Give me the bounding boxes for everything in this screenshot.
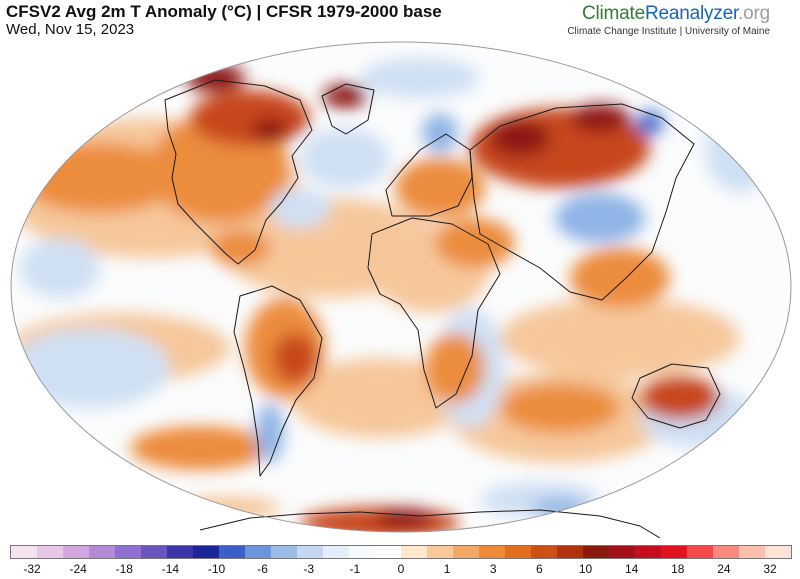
colorbar-swatch [453,546,479,558]
colorbar-swatch [141,546,167,558]
anomaly-patch [532,498,588,518]
colorbar-tick-label: -10 [207,562,226,576]
colorbar-swatch [479,546,505,558]
anomaly-patch [252,118,288,142]
colorbar-swatch [635,546,661,558]
anomaly-patch [500,298,740,378]
colorbar-tick-label: -6 [257,562,268,576]
colorbar-tick-label: 14 [624,562,639,576]
colorbar-swatch [557,546,583,558]
colorbar-swatch [11,546,37,558]
colorbar-swatch [609,546,635,558]
anomaly-patch [490,120,550,156]
colorbar-swatch [271,546,297,558]
colorbar-tick-label: 0 [397,562,405,576]
anomaly-patch [185,64,245,92]
anomaly-patch [256,403,284,463]
colorbar-tick-label: 1 [443,562,451,576]
colorbar-tick-label: -32 [23,562,41,576]
colorbar-swatch [219,546,245,558]
colorbar-swatch [531,546,557,558]
coastline-europe [385,133,473,217]
colorbar-swatch [37,546,63,558]
map-date: Wed, Nov 15, 2023 [6,21,135,38]
brand-name-domain: .org [738,3,770,24]
anomaly-patch [11,328,170,408]
colorbar-tick-label: 24 [717,562,731,576]
colorbar-swatch [349,546,375,558]
colorbar-tick-label: -24 [69,562,87,576]
anomaly-patch [300,128,390,188]
anomaly-patch [375,508,435,528]
colorbar-swatch [323,546,349,558]
colorbar-swatch [193,546,219,558]
colorbar-tick-label: 10 [578,562,593,576]
anomaly-patch [500,383,620,433]
colorbar-scale [10,545,792,559]
brand-logo[interactable]: ClimateReanalyzer.org [582,3,770,25]
colorbar-swatch [401,546,427,558]
map-title: CFSV2 Avg 2m T Anomaly (°C) | CFSR 1979-… [6,2,442,21]
colorbar-tick-label: -14 [161,562,180,576]
anomaly-patch [270,188,330,228]
colorbar-swatch [89,546,115,558]
colorbar-tick-label: 6 [536,562,543,576]
brand-name-reanalyzer: Reanalyzer [644,3,739,24]
anomaly-patch [705,103,775,193]
temperature-anomaly-map [10,41,792,538]
colorbar-swatch [739,546,765,558]
colorbar-swatch [583,546,609,558]
colorbar-swatch [661,546,687,558]
map-fill-layer [11,42,791,532]
colorbar-ticks: -32 -24 -18 -14 -10 -6 -3 -1 0 1 3 6 10 14 18 24 32 [10,562,792,578]
colorbar-tick-label: 18 [671,562,685,576]
brand-name-climate: Climate [581,3,645,24]
coastline-south-america [233,285,323,477]
colorbar-swatch [375,546,401,558]
anomaly-patch [422,113,458,153]
colorbar-tick-label: -18 [115,562,133,576]
coastline-north-america [164,79,313,265]
map-border [10,41,792,533]
colorbar-swatch [63,546,89,558]
coastline-antarctica [199,509,661,538]
colorbar-swatch [245,546,271,558]
colorbar-swatch [505,546,531,558]
anomaly-patch [130,426,270,470]
anomaly-patch [555,193,645,243]
anomaly-patch [640,376,720,420]
anomaly-patch [323,84,367,108]
anomaly-patch [435,218,515,268]
coastline-africa [367,217,501,409]
colorbar-swatch [713,546,739,558]
coastline-asia [469,103,695,301]
anomaly-patch [210,230,270,266]
colorbar-tick-label: 32 [763,562,777,576]
anomaly-patch [290,358,470,438]
coastline-greenland [321,83,375,135]
anomaly-patch [570,248,670,308]
colorbar-tick-label: -3 [303,562,315,576]
colorbar-swatch [115,546,141,558]
anomaly-patch [360,58,480,98]
colorbar-legend: -32 -24 -18 -14 -10 -6 -3 -1 0 1 3 6 10 14 18 24 32 [10,545,792,579]
anomaly-patch [20,238,100,298]
coastline-australia [631,363,721,429]
anomaly-patch [273,333,317,383]
anomaly-patch [190,90,310,146]
colorbar-swatch [297,546,323,558]
anomaly-patch [395,158,485,218]
coastlines [164,79,721,538]
anomaly-patch [425,333,485,403]
colorbar-swatch [427,546,453,558]
colorbar-swatch [687,546,713,558]
anomaly-patch [570,104,630,132]
anomaly-patch [636,111,664,135]
colorbar-swatch [167,546,193,558]
colorbar-tick-label: 3 [489,562,497,576]
colorbar-tick-label: -1 [349,562,361,576]
colorbar-swatch [765,546,791,558]
brand-affiliation: Climate Change Institute | University of… [567,26,770,37]
